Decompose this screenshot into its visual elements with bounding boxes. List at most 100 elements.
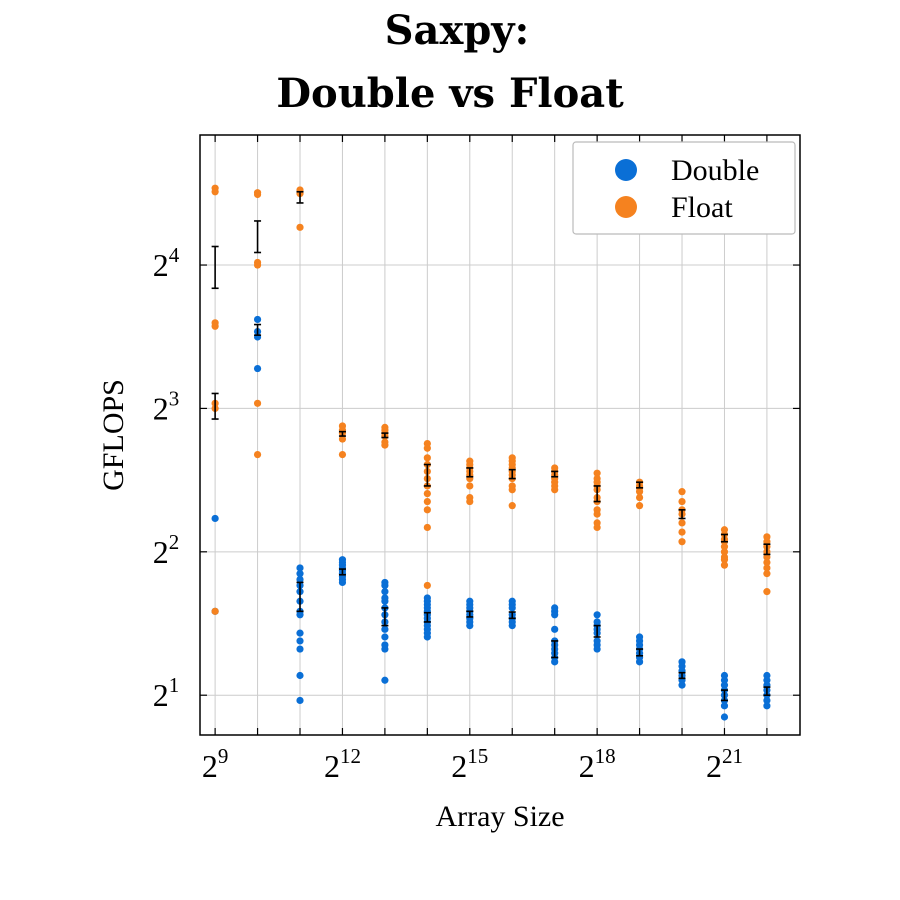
error-bar — [296, 190, 304, 204]
data-point-double — [211, 514, 219, 523]
x-tick-label-base: 2 — [202, 748, 218, 784]
y-tick-label-base: 2 — [153, 390, 169, 426]
data-point-float — [720, 543, 729, 551]
data-point-double — [296, 570, 304, 578]
error-bar — [678, 509, 686, 520]
data-point-float — [381, 441, 389, 449]
data-point-double — [381, 625, 389, 633]
data-point-double — [763, 696, 771, 705]
error-bar — [466, 467, 474, 478]
data-point-float — [551, 486, 559, 494]
data-point-float — [338, 435, 347, 443]
data-point-float — [678, 538, 686, 546]
data-point-float — [720, 561, 729, 569]
error-bar — [763, 686, 771, 697]
data-point-float — [593, 510, 601, 518]
data-point-double — [381, 581, 389, 590]
error-bar — [211, 245, 219, 290]
data-point-double — [678, 681, 686, 689]
data-point-double — [296, 671, 304, 680]
y-tick-label: 24 — [153, 243, 180, 283]
x-tick-label-base: 2 — [451, 748, 467, 784]
data-point-float — [423, 581, 431, 590]
error-bar — [593, 485, 601, 503]
data-point-double — [296, 611, 304, 619]
data-point-float — [423, 490, 431, 498]
data-point-float — [593, 469, 601, 477]
x-tick-label: 215 — [451, 744, 488, 784]
data-point-double — [296, 645, 304, 653]
data-point-float — [253, 450, 262, 459]
y-tick-label-base: 2 — [153, 677, 169, 713]
data-point-double — [635, 658, 644, 666]
error-bar — [338, 568, 346, 576]
data-point-float — [508, 502, 516, 510]
data-point-double — [720, 713, 729, 721]
data-point-float — [508, 486, 516, 494]
x-tick-label-base: 2 — [706, 748, 722, 784]
error-bar — [508, 611, 516, 620]
y-axis-label: GFLOPS — [97, 379, 130, 491]
error-bar — [381, 432, 389, 439]
legend: Double Float — [572, 141, 796, 235]
error-bar — [423, 463, 431, 487]
error-bar — [211, 392, 219, 420]
legend-label-float: Float — [671, 191, 733, 224]
data-point-float — [423, 523, 431, 532]
data-point-double — [551, 611, 559, 619]
data-point-float — [423, 497, 431, 506]
data-point-double — [508, 604, 516, 612]
x-tick-label-exponent: 18 — [595, 744, 616, 768]
error-bar — [720, 533, 728, 543]
data-point-float — [253, 190, 262, 199]
y-tick-label: 22 — [153, 530, 180, 570]
data-point-double — [381, 676, 389, 684]
data-point-float — [211, 322, 219, 330]
data-point-float — [593, 523, 601, 532]
data-point-float — [338, 450, 347, 459]
data-point-float — [296, 223, 304, 231]
data-point-double — [296, 575, 304, 584]
data-point-double — [296, 637, 304, 645]
data-point-float — [466, 482, 474, 490]
x-tick-label: 29 — [202, 744, 229, 784]
data-point-float — [253, 399, 262, 407]
data-point-double — [338, 578, 347, 587]
data-point-float — [211, 607, 219, 615]
error-bar — [551, 640, 559, 659]
plot-frame — [199, 134, 801, 736]
data-point-double — [253, 364, 262, 373]
axis-ticks — [200, 135, 800, 735]
y-tick-label: 23 — [153, 386, 180, 426]
error-bar — [678, 671, 686, 680]
y-tick-label-exponent: 1 — [169, 673, 180, 697]
legend-label-double: Double — [671, 154, 759, 187]
error-bar — [466, 610, 474, 618]
data-point-double — [381, 588, 389, 596]
data-point-float — [678, 497, 686, 506]
error-bar — [508, 468, 516, 480]
data-point-float — [635, 493, 644, 502]
data-point-double — [593, 611, 601, 619]
data-point-float — [678, 519, 686, 527]
x-tick-label: 221 — [706, 744, 743, 784]
data-point-float — [423, 506, 431, 514]
data-point-double — [466, 621, 474, 630]
error-bar — [338, 430, 346, 437]
data-point-float — [253, 261, 262, 269]
data-point-double — [551, 658, 559, 666]
data-point-float — [678, 528, 686, 536]
y-tick-label-exponent: 4 — [169, 243, 180, 267]
legend-marker-double — [615, 159, 637, 181]
data-point-float — [763, 564, 771, 572]
data-point-float — [635, 488, 644, 496]
data-point-float — [423, 444, 431, 452]
y-tick-label-base: 2 — [153, 247, 169, 283]
error-bar — [296, 581, 304, 613]
chart-title-line-1: Saxpy: — [385, 7, 530, 54]
data-point-double — [296, 564, 304, 572]
y-tick-label-exponent: 3 — [169, 386, 180, 410]
error-bar — [254, 323, 262, 336]
